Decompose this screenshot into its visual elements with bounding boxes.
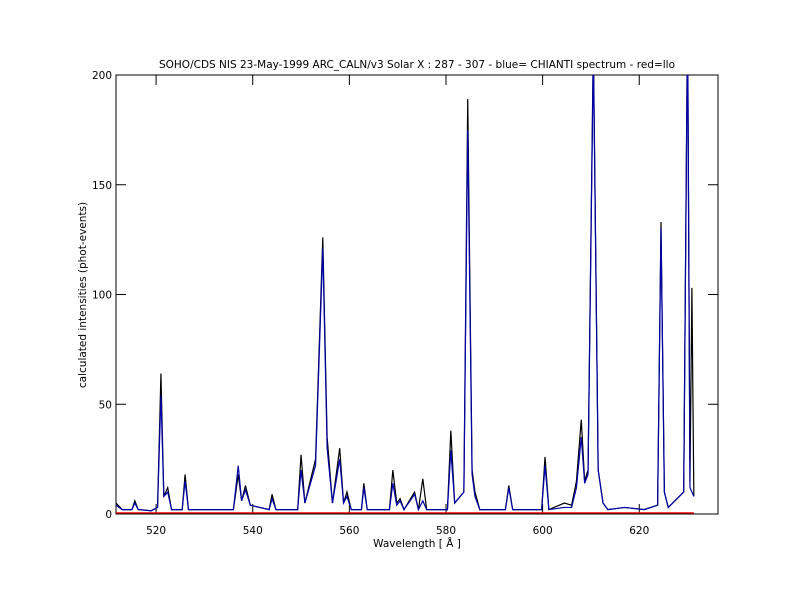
y-tick-label: 50: [99, 399, 112, 411]
chart-title: SOHO/CDS NIS 23-May-1999 ARC_CALN/v3 Sol…: [159, 59, 675, 71]
x-tick-label: 560: [339, 525, 359, 537]
x-tick-label: 620: [629, 525, 649, 537]
y-axis-label: calculated intensities (phot-events): [77, 202, 89, 388]
y-tick-label: 0: [105, 509, 112, 521]
spectrum-line: [116, 75, 695, 512]
x-tick-label: 540: [243, 525, 263, 537]
x-tick-label: 520: [146, 525, 166, 537]
x-tick-label: 600: [533, 525, 553, 537]
y-tick-label: 150: [92, 180, 112, 192]
y-tick-label: 100: [92, 290, 112, 302]
y-tick-label: 200: [92, 70, 112, 82]
x-tick-label: 580: [436, 525, 456, 537]
x-axis-label: Wavelength [ Å ]: [373, 537, 461, 550]
